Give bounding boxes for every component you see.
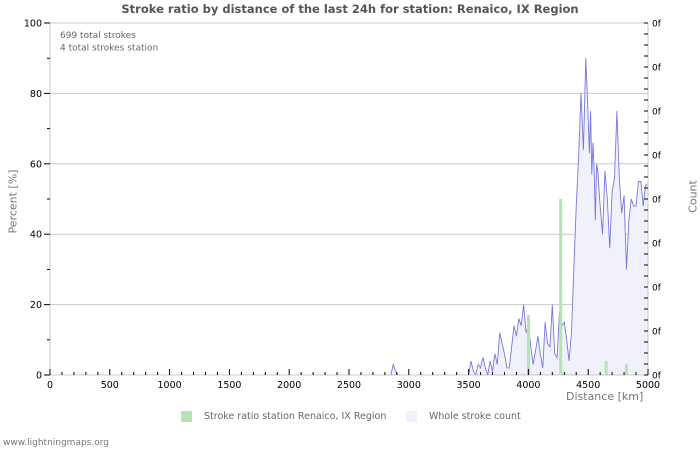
annotation-text: 4 total strokes station [60,44,158,54]
x-tick-label: 3500 [457,380,481,391]
legend-label-station: Stroke ratio station Renaico, IX Region [204,411,387,422]
station-bar [559,199,563,375]
y-axis-right-label: Count [686,180,700,213]
x-axis-label: Distance [km] [566,390,644,403]
station-bar [526,315,530,375]
right-tick-label: 0f [652,240,662,250]
x-tick-label: 500 [101,380,119,391]
y-tick-label: 100 [24,19,42,30]
x-tick-label: 5000 [636,380,660,391]
x-tick-label: 4000 [516,380,540,391]
x-tick-label: 4500 [576,380,600,391]
x-tick-label: 1500 [217,380,241,391]
legend-swatch-whole [406,411,417,422]
y-tick-label: 60 [30,159,42,170]
footer-site: www.lightningmaps.org [3,438,109,448]
station-bar [624,364,628,375]
right-tick-label: 0f [652,64,662,74]
right-tick-label: 0f [652,152,662,162]
whole-stroke-line [390,58,648,377]
right-tick-label: 0f [652,372,662,382]
x-tick-label: 2500 [337,380,361,391]
x-tick-label: 1000 [158,380,182,391]
y-tick-label: 20 [30,300,42,311]
y-tick-label: 80 [30,89,42,100]
legend-label-whole: Whole stroke count [429,411,521,422]
y-tick-label: 40 [30,230,42,241]
station-bar [604,360,608,375]
whole-stroke-area [390,58,648,375]
chart-title: Stroke ratio by distance of the last 24h… [121,2,579,16]
right-tick-label: 0f [652,20,662,30]
right-tick-label: 0f [652,108,662,118]
legend-item-whole: Whole stroke count [406,411,521,422]
y-tick-label: 0 [36,371,42,382]
x-tick-label: 2000 [277,380,301,391]
right-tick-label: 0f [652,284,662,294]
x-tick-label: 0 [47,380,53,391]
y-axis-label: Percent [%] [6,169,20,234]
legend-item-station: Stroke ratio station Renaico, IX Region [181,411,386,422]
annotation-text: 699 total strokes [60,31,136,41]
right-tick-label: 0f [652,328,662,338]
legend-swatch-station [181,411,192,422]
right-tick-label: 0f [652,196,662,206]
x-tick-label: 3000 [397,380,421,391]
